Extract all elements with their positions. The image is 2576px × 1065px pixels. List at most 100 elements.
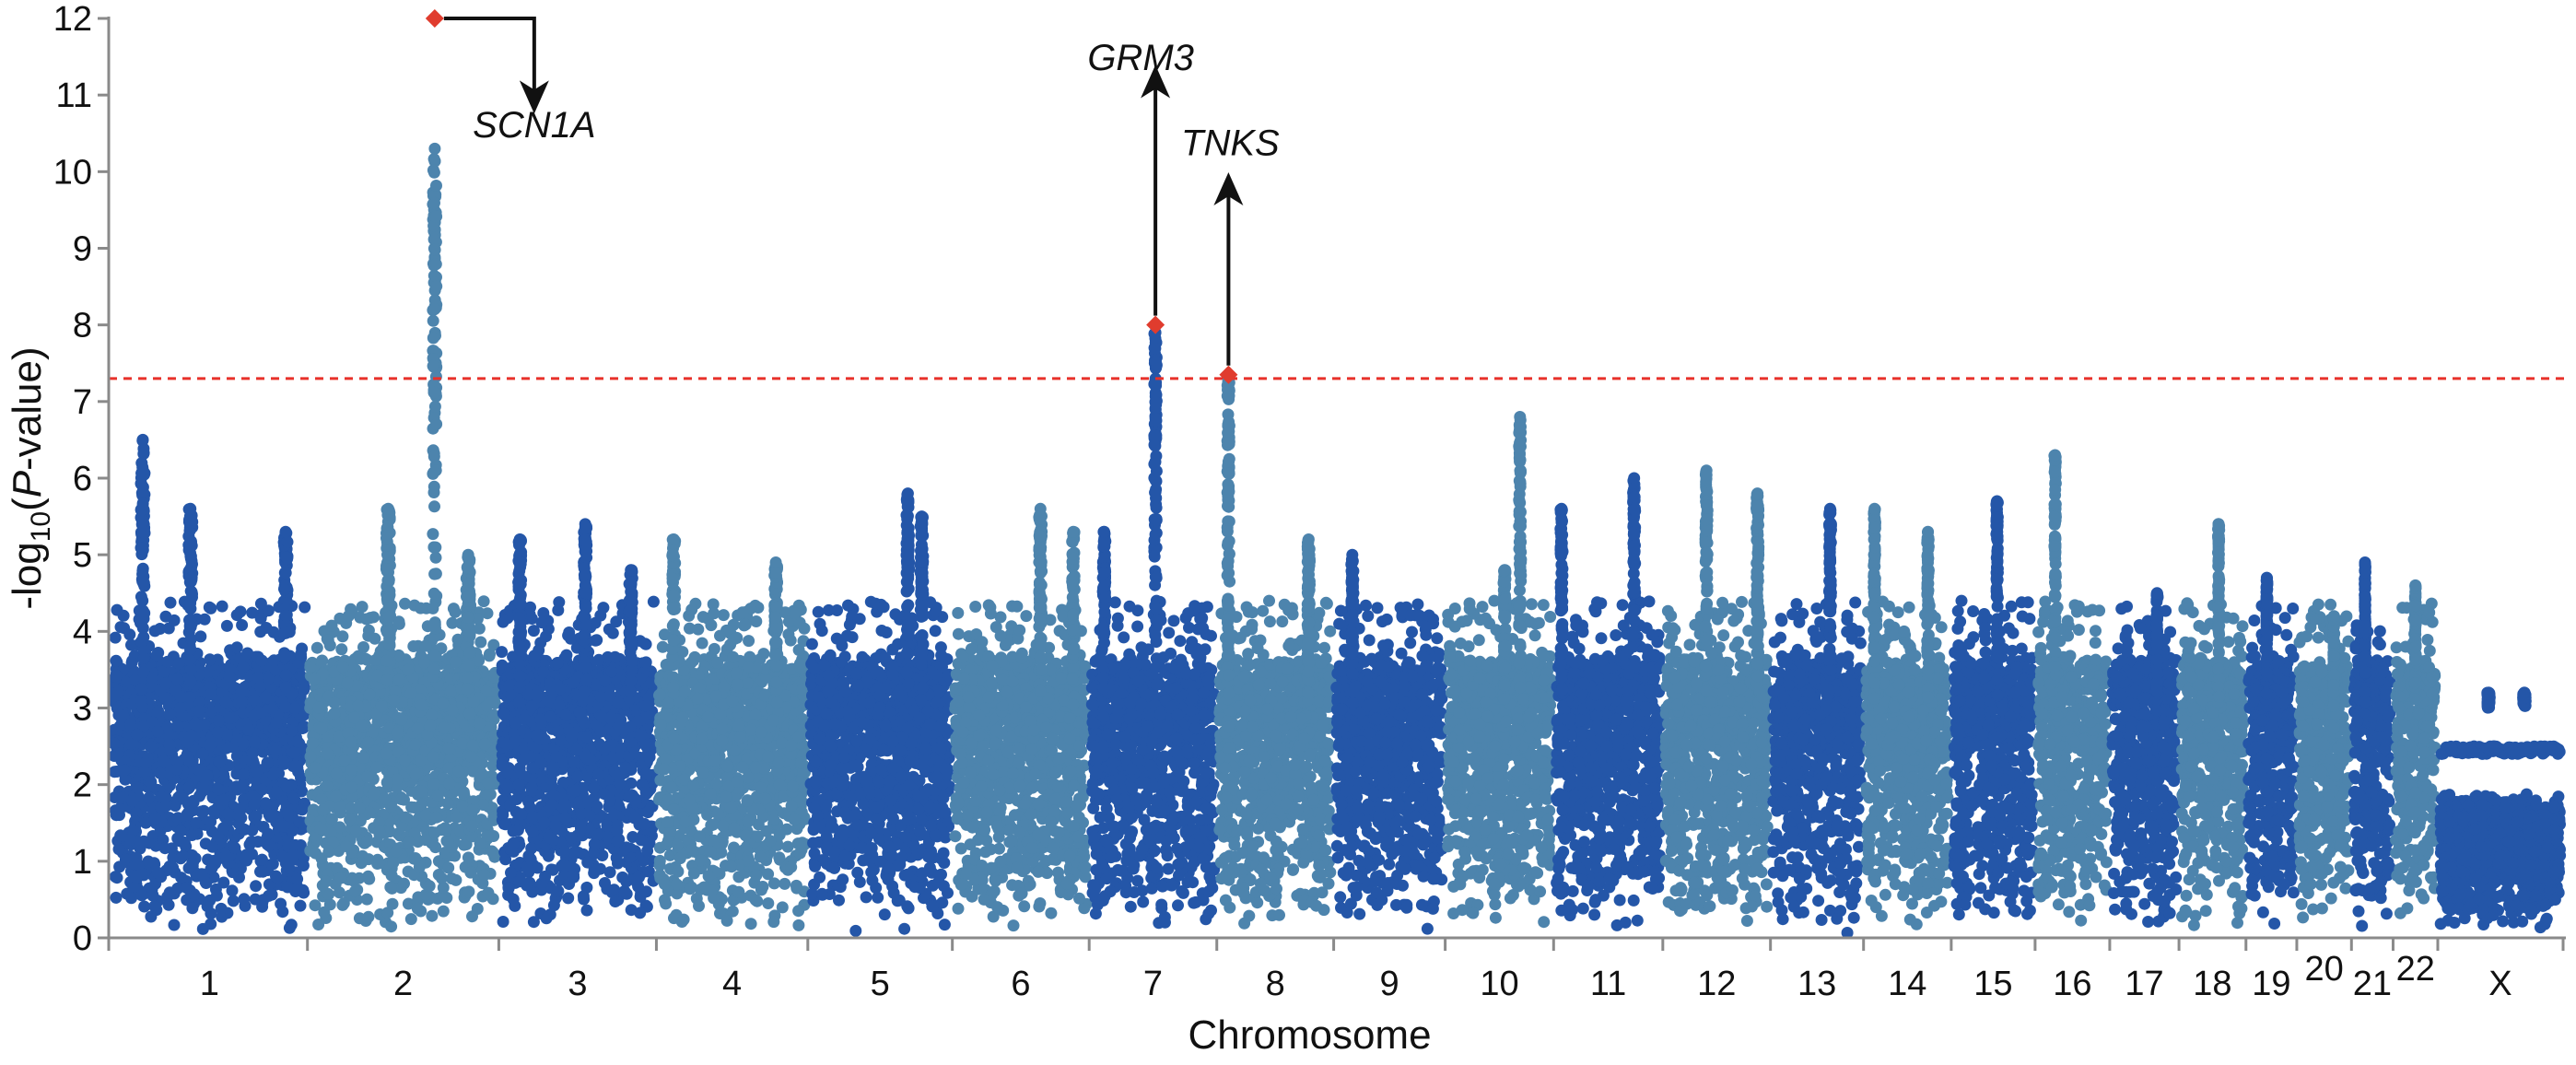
snp-point bbox=[553, 698, 566, 711]
snp-point bbox=[415, 754, 427, 767]
snp-point bbox=[281, 552, 294, 565]
snp-point bbox=[136, 500, 149, 513]
snp-point bbox=[478, 869, 491, 882]
snp-point bbox=[427, 602, 439, 614]
snp-point bbox=[287, 792, 300, 805]
chromosome-3-points bbox=[496, 518, 660, 929]
snp-point bbox=[205, 815, 217, 828]
snp-point bbox=[502, 767, 515, 780]
snp-point bbox=[462, 611, 474, 624]
snp-point bbox=[252, 672, 264, 685]
snp-point bbox=[384, 881, 397, 894]
snp-point bbox=[427, 466, 440, 479]
snp-point bbox=[546, 863, 559, 876]
snp-point bbox=[322, 634, 334, 647]
snp-point bbox=[569, 784, 582, 797]
snp-point bbox=[542, 849, 555, 862]
snp-point bbox=[428, 196, 440, 209]
snp-point bbox=[136, 486, 149, 498]
snp-point bbox=[205, 688, 217, 701]
snp-point bbox=[263, 839, 275, 852]
snp-point bbox=[276, 820, 289, 833]
snp-point bbox=[254, 597, 267, 610]
snp-point bbox=[430, 280, 443, 293]
snp-point bbox=[216, 600, 228, 613]
snp-point bbox=[212, 783, 225, 796]
snp-point bbox=[336, 630, 349, 643]
snp-point bbox=[427, 153, 440, 166]
snp-point bbox=[525, 842, 538, 855]
snp-point bbox=[213, 755, 226, 768]
snp-point bbox=[230, 641, 243, 654]
snp-point bbox=[565, 832, 578, 845]
snp-point bbox=[475, 767, 488, 780]
snp-point bbox=[535, 616, 548, 629]
snp-point bbox=[132, 858, 144, 871]
snp-point bbox=[381, 532, 392, 544]
snp-point bbox=[558, 798, 571, 811]
snp-point bbox=[280, 669, 292, 682]
snp-point bbox=[270, 717, 283, 729]
snp-point bbox=[427, 451, 440, 463]
snp-point bbox=[383, 825, 396, 838]
snp-point bbox=[382, 610, 395, 623]
snp-point bbox=[643, 751, 656, 764]
snp-point bbox=[217, 822, 229, 835]
snp-point bbox=[171, 812, 184, 825]
snp-point bbox=[320, 875, 333, 888]
snp-point bbox=[137, 651, 150, 664]
snp-point bbox=[266, 702, 279, 715]
snp-point bbox=[109, 631, 122, 644]
snp-point bbox=[226, 884, 239, 897]
snp-point bbox=[185, 829, 198, 841]
snp-point bbox=[642, 865, 655, 878]
chromosome-1-points bbox=[108, 433, 311, 935]
snp-point bbox=[438, 721, 451, 734]
snp-point bbox=[294, 899, 307, 912]
snp-point bbox=[228, 841, 241, 854]
snp-point bbox=[540, 912, 553, 925]
snp-point bbox=[427, 587, 440, 600]
snp-point bbox=[427, 619, 440, 632]
snp-point bbox=[507, 837, 520, 849]
snp-point bbox=[474, 636, 487, 649]
snp-point bbox=[183, 691, 196, 704]
snp-point bbox=[430, 180, 442, 192]
snp-point bbox=[135, 683, 148, 696]
snp-point bbox=[442, 861, 455, 874]
snp-point bbox=[640, 885, 652, 898]
snp-point bbox=[511, 824, 524, 837]
snp-point bbox=[143, 837, 156, 849]
snp-point bbox=[248, 694, 261, 706]
snp-point bbox=[250, 880, 263, 893]
snp-point bbox=[321, 780, 334, 792]
snp-point bbox=[554, 683, 567, 696]
snp-point bbox=[486, 696, 498, 708]
snp-point bbox=[314, 823, 327, 836]
snp-point bbox=[110, 654, 123, 667]
snp-point bbox=[587, 782, 600, 795]
snp-point bbox=[362, 736, 375, 749]
snp-point bbox=[558, 845, 571, 858]
snp-point bbox=[430, 417, 443, 430]
snp-point bbox=[142, 855, 155, 868]
snp-point bbox=[131, 728, 144, 741]
snp-point bbox=[386, 897, 399, 910]
snp-point bbox=[248, 709, 261, 722]
snp-point bbox=[391, 727, 404, 740]
snp-point bbox=[381, 502, 394, 515]
snp-point bbox=[428, 500, 440, 513]
snp-point bbox=[618, 884, 631, 897]
snp-point bbox=[439, 824, 452, 837]
snp-point bbox=[136, 515, 149, 528]
snp-point bbox=[482, 886, 495, 899]
snp-point bbox=[466, 910, 478, 923]
snp-point bbox=[125, 656, 138, 669]
snp-point bbox=[281, 535, 294, 548]
snp-point bbox=[562, 877, 575, 890]
snp-point bbox=[518, 713, 531, 725]
snp-point bbox=[513, 762, 526, 775]
snp-point bbox=[379, 792, 392, 805]
snp-point bbox=[299, 601, 311, 614]
snp-point bbox=[462, 851, 474, 864]
